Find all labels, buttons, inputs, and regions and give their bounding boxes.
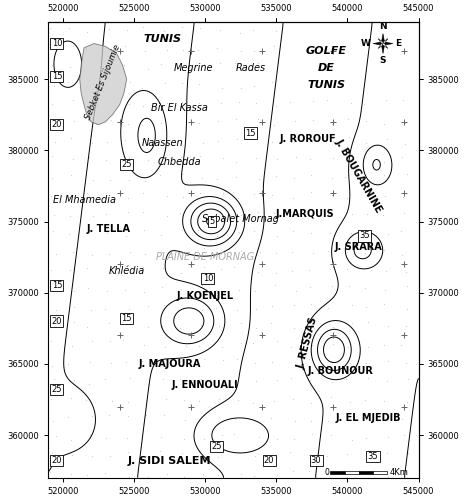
Text: J. ENNOUALI: J. ENNOUALI — [172, 380, 238, 390]
Text: GOLFE: GOLFE — [305, 46, 347, 56]
Text: 0: 0 — [324, 468, 329, 477]
Text: 25: 25 — [211, 442, 222, 451]
Bar — [345, 471, 359, 474]
Polygon shape — [382, 38, 388, 44]
Text: J. BOUNOUR: J. BOUNOUR — [307, 366, 373, 376]
Polygon shape — [378, 42, 384, 48]
Text: 10: 10 — [203, 274, 213, 283]
Text: 15: 15 — [245, 128, 256, 138]
Text: J. RESSAS: J. RESSAS — [296, 316, 319, 370]
Polygon shape — [383, 42, 393, 45]
Text: Sebalet Mornag: Sebalet Mornag — [202, 214, 279, 224]
Bar — [359, 471, 373, 474]
Text: Chbedda: Chbedda — [157, 156, 201, 166]
Text: Sebket Es Sijoumie: Sebket Es Sijoumie — [83, 43, 122, 121]
Text: 5: 5 — [210, 217, 215, 226]
Text: 15: 15 — [52, 281, 62, 290]
Text: Khlédia: Khlédia — [109, 266, 145, 276]
Text: TUNIS: TUNIS — [307, 80, 345, 90]
Text: S: S — [380, 56, 386, 65]
Polygon shape — [381, 44, 385, 54]
Text: 15: 15 — [52, 72, 62, 81]
Text: J. EL MJEDIB: J. EL MJEDIB — [336, 413, 402, 423]
Bar — [373, 471, 387, 474]
Text: Bir El Kassa: Bir El Kassa — [151, 102, 208, 113]
Text: El Mhamedia: El Mhamedia — [52, 195, 115, 205]
Text: N: N — [379, 22, 387, 31]
Text: Naassen: Naassen — [142, 138, 183, 148]
Text: 10: 10 — [52, 39, 62, 48]
Text: 20: 20 — [52, 316, 62, 326]
Polygon shape — [80, 44, 127, 124]
Text: Megrine: Megrine — [174, 63, 213, 73]
Text: J. SIDI SALEM: J. SIDI SALEM — [127, 456, 211, 466]
Text: J. MAJOURA: J. MAJOURA — [138, 359, 201, 369]
Text: 20: 20 — [52, 120, 62, 129]
Text: 30: 30 — [311, 456, 321, 465]
Polygon shape — [382, 42, 388, 48]
Text: 25: 25 — [121, 160, 132, 169]
Text: 20: 20 — [52, 456, 62, 465]
Polygon shape — [373, 42, 383, 45]
Text: DE: DE — [318, 63, 334, 73]
Text: E: E — [396, 39, 402, 48]
Text: 35: 35 — [359, 232, 370, 240]
Text: 4Km: 4Km — [389, 468, 408, 477]
Text: PLAINE DE MORNAG: PLAINE DE MORNAG — [156, 252, 254, 262]
Text: J. KOENJEL: J. KOENJEL — [177, 290, 234, 300]
Polygon shape — [378, 38, 384, 44]
Text: J.MARQUIS: J.MARQUIS — [276, 210, 334, 220]
Text: J. TELLA: J. TELLA — [86, 224, 130, 234]
Polygon shape — [381, 34, 385, 43]
Text: J. BOUGARNINE: J. BOUGARNINE — [333, 138, 384, 214]
Text: J. ROROUF: J. ROROUF — [279, 134, 336, 144]
Text: 25: 25 — [52, 385, 62, 394]
Text: 35: 35 — [368, 452, 378, 461]
Bar — [330, 471, 345, 474]
Text: 20: 20 — [264, 456, 274, 465]
Text: 15: 15 — [121, 314, 132, 323]
Text: TUNIS: TUNIS — [143, 34, 181, 44]
Text: J. SRARA: J. SRARA — [335, 242, 382, 252]
Text: W: W — [361, 39, 370, 48]
Text: Rades: Rades — [235, 63, 266, 73]
